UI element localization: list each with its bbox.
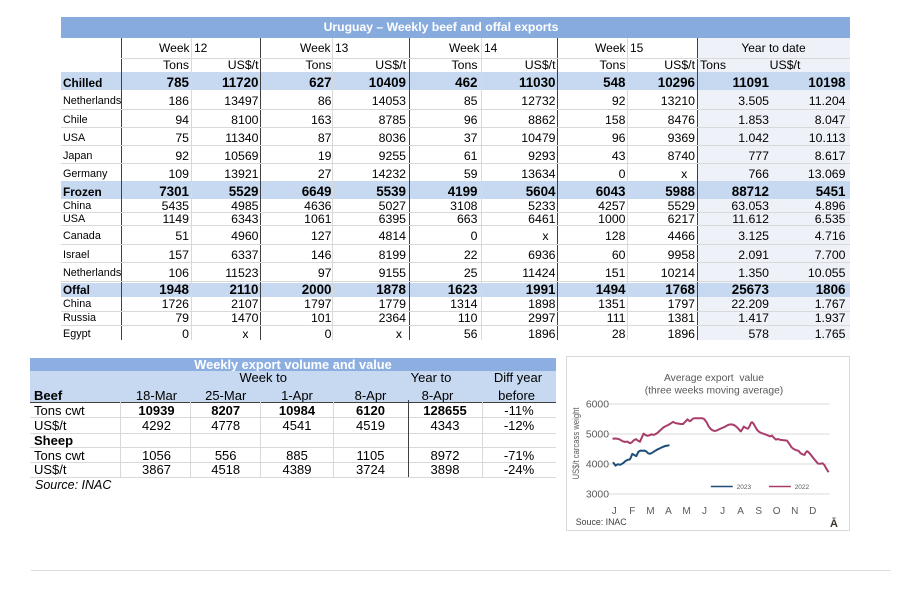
svg-text:J: J bbox=[702, 506, 707, 517]
svg-text:M: M bbox=[682, 506, 690, 517]
svg-text:2023: 2023 bbox=[737, 484, 752, 491]
svg-text:3000: 3000 bbox=[586, 490, 609, 501]
svg-text:Ā: Ā bbox=[830, 518, 838, 530]
svg-text:Souce: INAC: Souce: INAC bbox=[576, 517, 627, 527]
svg-text:A: A bbox=[737, 506, 744, 517]
svg-text:(three weeks moving average): (three weeks moving average) bbox=[645, 386, 784, 397]
svg-text:J: J bbox=[720, 506, 725, 517]
svg-text:6000: 6000 bbox=[586, 400, 609, 411]
svg-text:F: F bbox=[629, 506, 635, 517]
svg-text:S: S bbox=[755, 506, 762, 517]
svg-text:US$/t carcass weight: US$/t carcass weight bbox=[571, 407, 581, 479]
svg-text:4000: 4000 bbox=[586, 460, 609, 471]
svg-text:O: O bbox=[773, 506, 781, 517]
svg-text:J: J bbox=[612, 506, 617, 517]
svg-text:M: M bbox=[646, 506, 654, 517]
svg-text:Average export value: Average export value bbox=[664, 373, 764, 384]
svg-text:A: A bbox=[665, 506, 672, 517]
svg-text:5000: 5000 bbox=[586, 430, 609, 441]
svg-text:D: D bbox=[809, 506, 816, 517]
svg-text:2022: 2022 bbox=[795, 484, 810, 491]
svg-text:N: N bbox=[791, 506, 798, 517]
